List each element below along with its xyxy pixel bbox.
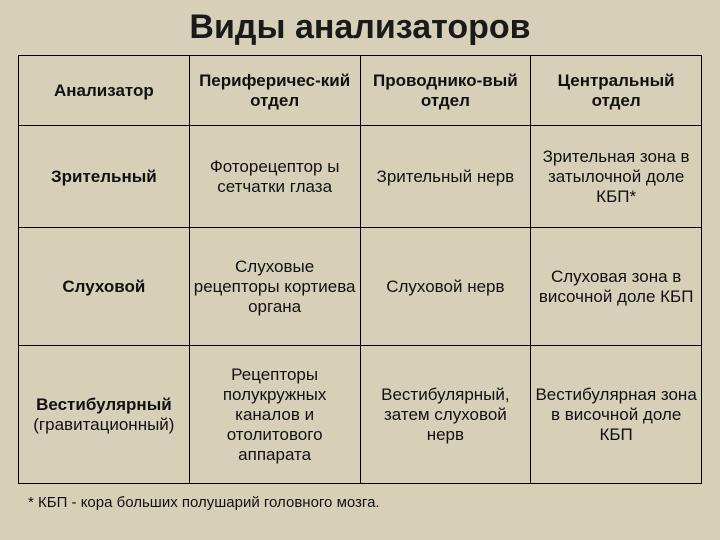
table-row: Вестибулярный (гравитационный) Рецепторы…	[19, 346, 702, 484]
cell-peripheral: Фоторецептор ы сетчатки глаза	[189, 126, 360, 228]
cell-peripheral: Рецепторы полукружных каналов и отолитов…	[189, 346, 360, 484]
cell-conductive: Слуховой нерв	[360, 228, 531, 346]
table-row: Зрительный Фоторецептор ы сетчатки глаза…	[19, 126, 702, 228]
table-header-row: Анализатор Периферичес-кий отдел Проводн…	[19, 56, 702, 126]
header-peripheral: Периферичес-кий отдел	[189, 56, 360, 126]
row-name-vestibular: Вестибулярный (гравитационный)	[19, 346, 190, 484]
cell-central: Слуховая зона в височной доле КБП	[531, 228, 702, 346]
cell-conductive: Вестибулярный, затем слуховой нерв	[360, 346, 531, 484]
row-name-label: Зрительный	[51, 167, 157, 186]
row-name-label: Вестибулярный	[23, 395, 185, 415]
cell-central: Зрительная зона в затылочной доле КБП*	[531, 126, 702, 228]
row-name-label: Слуховой	[62, 277, 145, 296]
row-name-auditory: Слуховой	[19, 228, 190, 346]
row-name-visual: Зрительный	[19, 126, 190, 228]
cell-peripheral: Слуховые рецепторы кортиева органа	[189, 228, 360, 346]
footnote: * КБП - кора больших полушарий головного…	[18, 494, 702, 511]
cell-conductive: Зрительный нерв	[360, 126, 531, 228]
page-container: Виды анализаторов Анализатор Периферичес…	[0, 0, 720, 540]
analyzers-table: Анализатор Периферичес-кий отдел Проводн…	[18, 55, 702, 484]
cell-central: Вестибулярная зона в височной доле КБП	[531, 346, 702, 484]
row-name-sub: (гравитационный)	[23, 415, 185, 435]
table-row: Слуховой Слуховые рецепторы кортиева орг…	[19, 228, 702, 346]
header-analyzer: Анализатор	[19, 56, 190, 126]
header-central: Центральный отдел	[531, 56, 702, 126]
page-title: Виды анализаторов	[18, 8, 702, 47]
header-conductive: Проводнико-вый отдел	[360, 56, 531, 126]
